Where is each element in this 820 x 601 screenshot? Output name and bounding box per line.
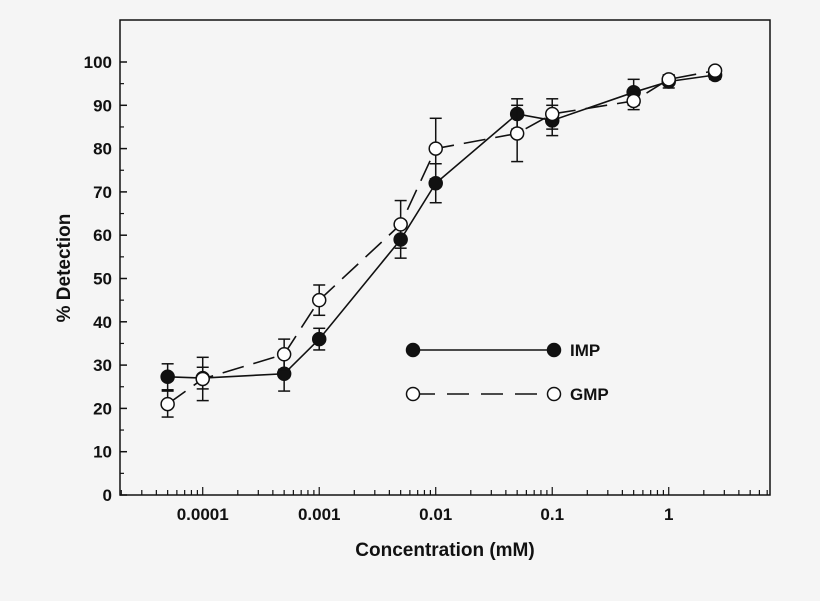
gmp-point <box>393 217 408 232</box>
gmp-point <box>707 63 723 78</box>
legend-marker-imp <box>405 342 421 358</box>
gmp-point <box>661 72 676 87</box>
gmp-line <box>167 69 716 405</box>
legend-marker-imp <box>546 342 562 358</box>
gmp-point <box>160 396 175 412</box>
imp-point <box>311 331 327 347</box>
y-tick-label: 90 <box>93 96 112 115</box>
y-tick-label: 30 <box>93 356 112 375</box>
y-tick-label: 50 <box>93 270 112 289</box>
gmp-point <box>509 126 525 141</box>
y-tick-label: 70 <box>93 183 112 202</box>
legend-label-imp: IMP <box>570 341 600 360</box>
x-tick-label: 0.01 <box>419 505 452 524</box>
y-tick-label: 80 <box>93 140 112 159</box>
x-tick-label: 0.0001 <box>177 505 229 524</box>
imp-point <box>160 369 175 385</box>
y-tick-label: 100 <box>84 53 112 72</box>
y-axis-label: % Detection <box>54 214 75 323</box>
legend-marker-gmp <box>546 386 562 402</box>
gmp-point <box>544 106 560 122</box>
gmp-point <box>195 371 210 387</box>
gmp-point <box>626 93 641 109</box>
x-tick-label: 0.1 <box>540 505 564 524</box>
x-tick-label: 1 <box>664 505 673 524</box>
legend-marker-gmp <box>405 386 421 402</box>
x-tick-label: 0.001 <box>298 505 341 524</box>
y-tick-label: 40 <box>93 313 112 332</box>
y-tick-label: 0 <box>103 486 112 505</box>
legend-label-gmp: GMP <box>570 385 609 404</box>
x-axis-label: Concentration (mM) <box>355 540 534 561</box>
gmp-point <box>428 141 443 156</box>
y-tick-label: 60 <box>93 226 112 245</box>
gmp-point <box>276 347 292 362</box>
gmp-point <box>311 292 327 308</box>
y-tick-label: 10 <box>93 443 112 462</box>
imp-line <box>167 74 716 379</box>
plot-frame <box>119 19 771 496</box>
y-tick-label: 20 <box>93 399 112 418</box>
